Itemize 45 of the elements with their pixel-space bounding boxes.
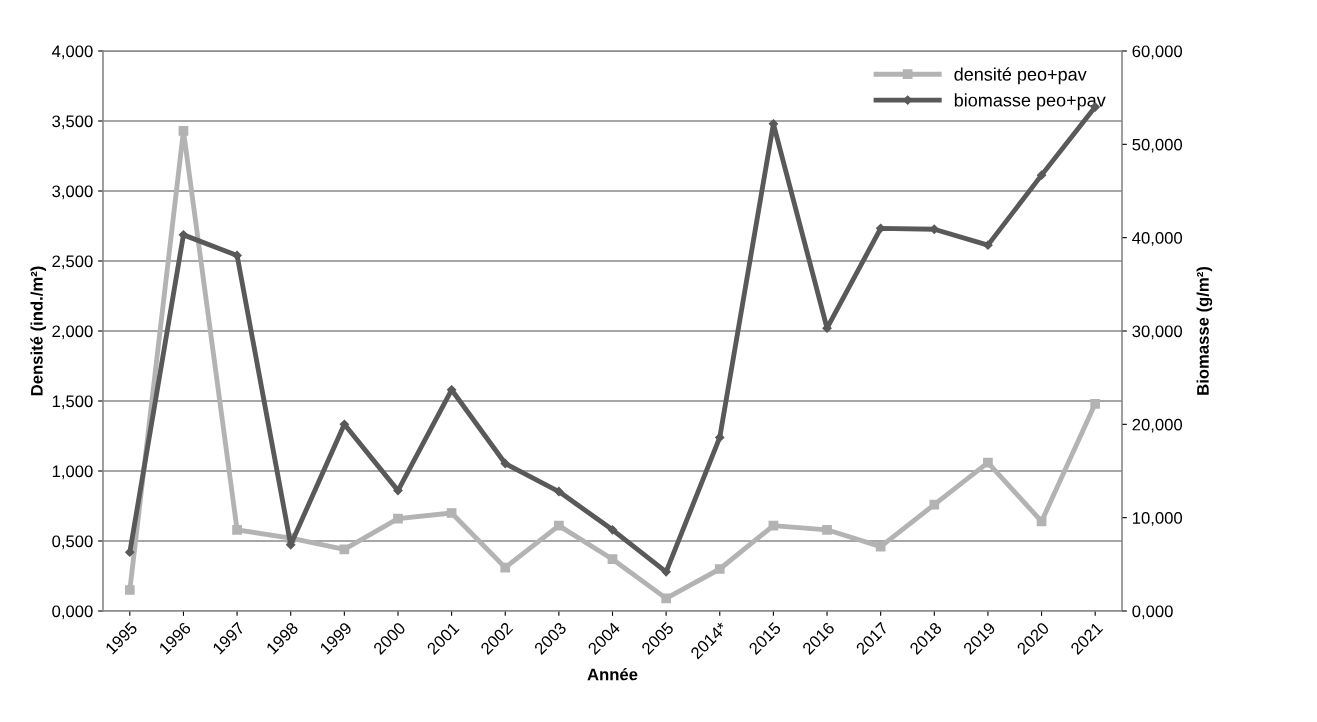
y-axis-title: Densité (ind./m²) xyxy=(30,266,47,396)
y-tick-label: 1,000 xyxy=(52,465,93,480)
y-tick-label: 3,500 xyxy=(52,115,93,130)
point xyxy=(339,544,350,555)
point xyxy=(178,125,189,136)
point xyxy=(446,385,457,395)
point xyxy=(822,524,832,535)
point xyxy=(124,585,135,595)
point xyxy=(661,593,671,604)
point xyxy=(446,508,457,518)
point xyxy=(1090,398,1101,409)
point xyxy=(500,562,511,573)
point xyxy=(607,554,618,565)
point xyxy=(393,485,403,496)
point xyxy=(232,524,242,535)
point xyxy=(929,499,940,510)
y2-tick-label: 40,000 xyxy=(1132,232,1183,246)
y2-tick-label: 20,000 xyxy=(1132,418,1183,433)
point xyxy=(1036,170,1047,180)
point xyxy=(661,567,671,577)
y-tick-label: 4,000 xyxy=(51,45,93,60)
y2-tick-label: 30,000 xyxy=(1132,325,1183,340)
y-tick-label: 2,500 xyxy=(52,255,93,270)
point xyxy=(554,520,564,531)
y-tick-label: 3,000 xyxy=(52,185,93,200)
y2-tick-label: 60,000 xyxy=(1132,45,1183,60)
point xyxy=(983,457,993,468)
y2-axis-title: Biomasse (g/m²) xyxy=(1196,267,1213,395)
point xyxy=(714,564,725,574)
x-axis-title: Année xyxy=(587,667,638,681)
point xyxy=(500,458,510,469)
y-tick-label: 0,500 xyxy=(52,535,93,550)
y2-tick-label: 50,000 xyxy=(1132,138,1183,153)
y-tick-label: 0,000 xyxy=(52,605,93,620)
point xyxy=(875,541,886,552)
point xyxy=(607,525,618,535)
y2-tick-label: 0,000 xyxy=(1132,605,1173,620)
y2-tick-label: 10,000 xyxy=(1132,512,1183,526)
legend-label: densité peo+pav xyxy=(954,67,1087,85)
point xyxy=(554,486,564,497)
y-tick-label: 2,000 xyxy=(52,325,93,340)
y-tick-label: 1,500 xyxy=(52,395,93,410)
legend-label: biomasse peo+pav xyxy=(954,93,1106,111)
point xyxy=(393,513,403,524)
point xyxy=(983,240,993,250)
